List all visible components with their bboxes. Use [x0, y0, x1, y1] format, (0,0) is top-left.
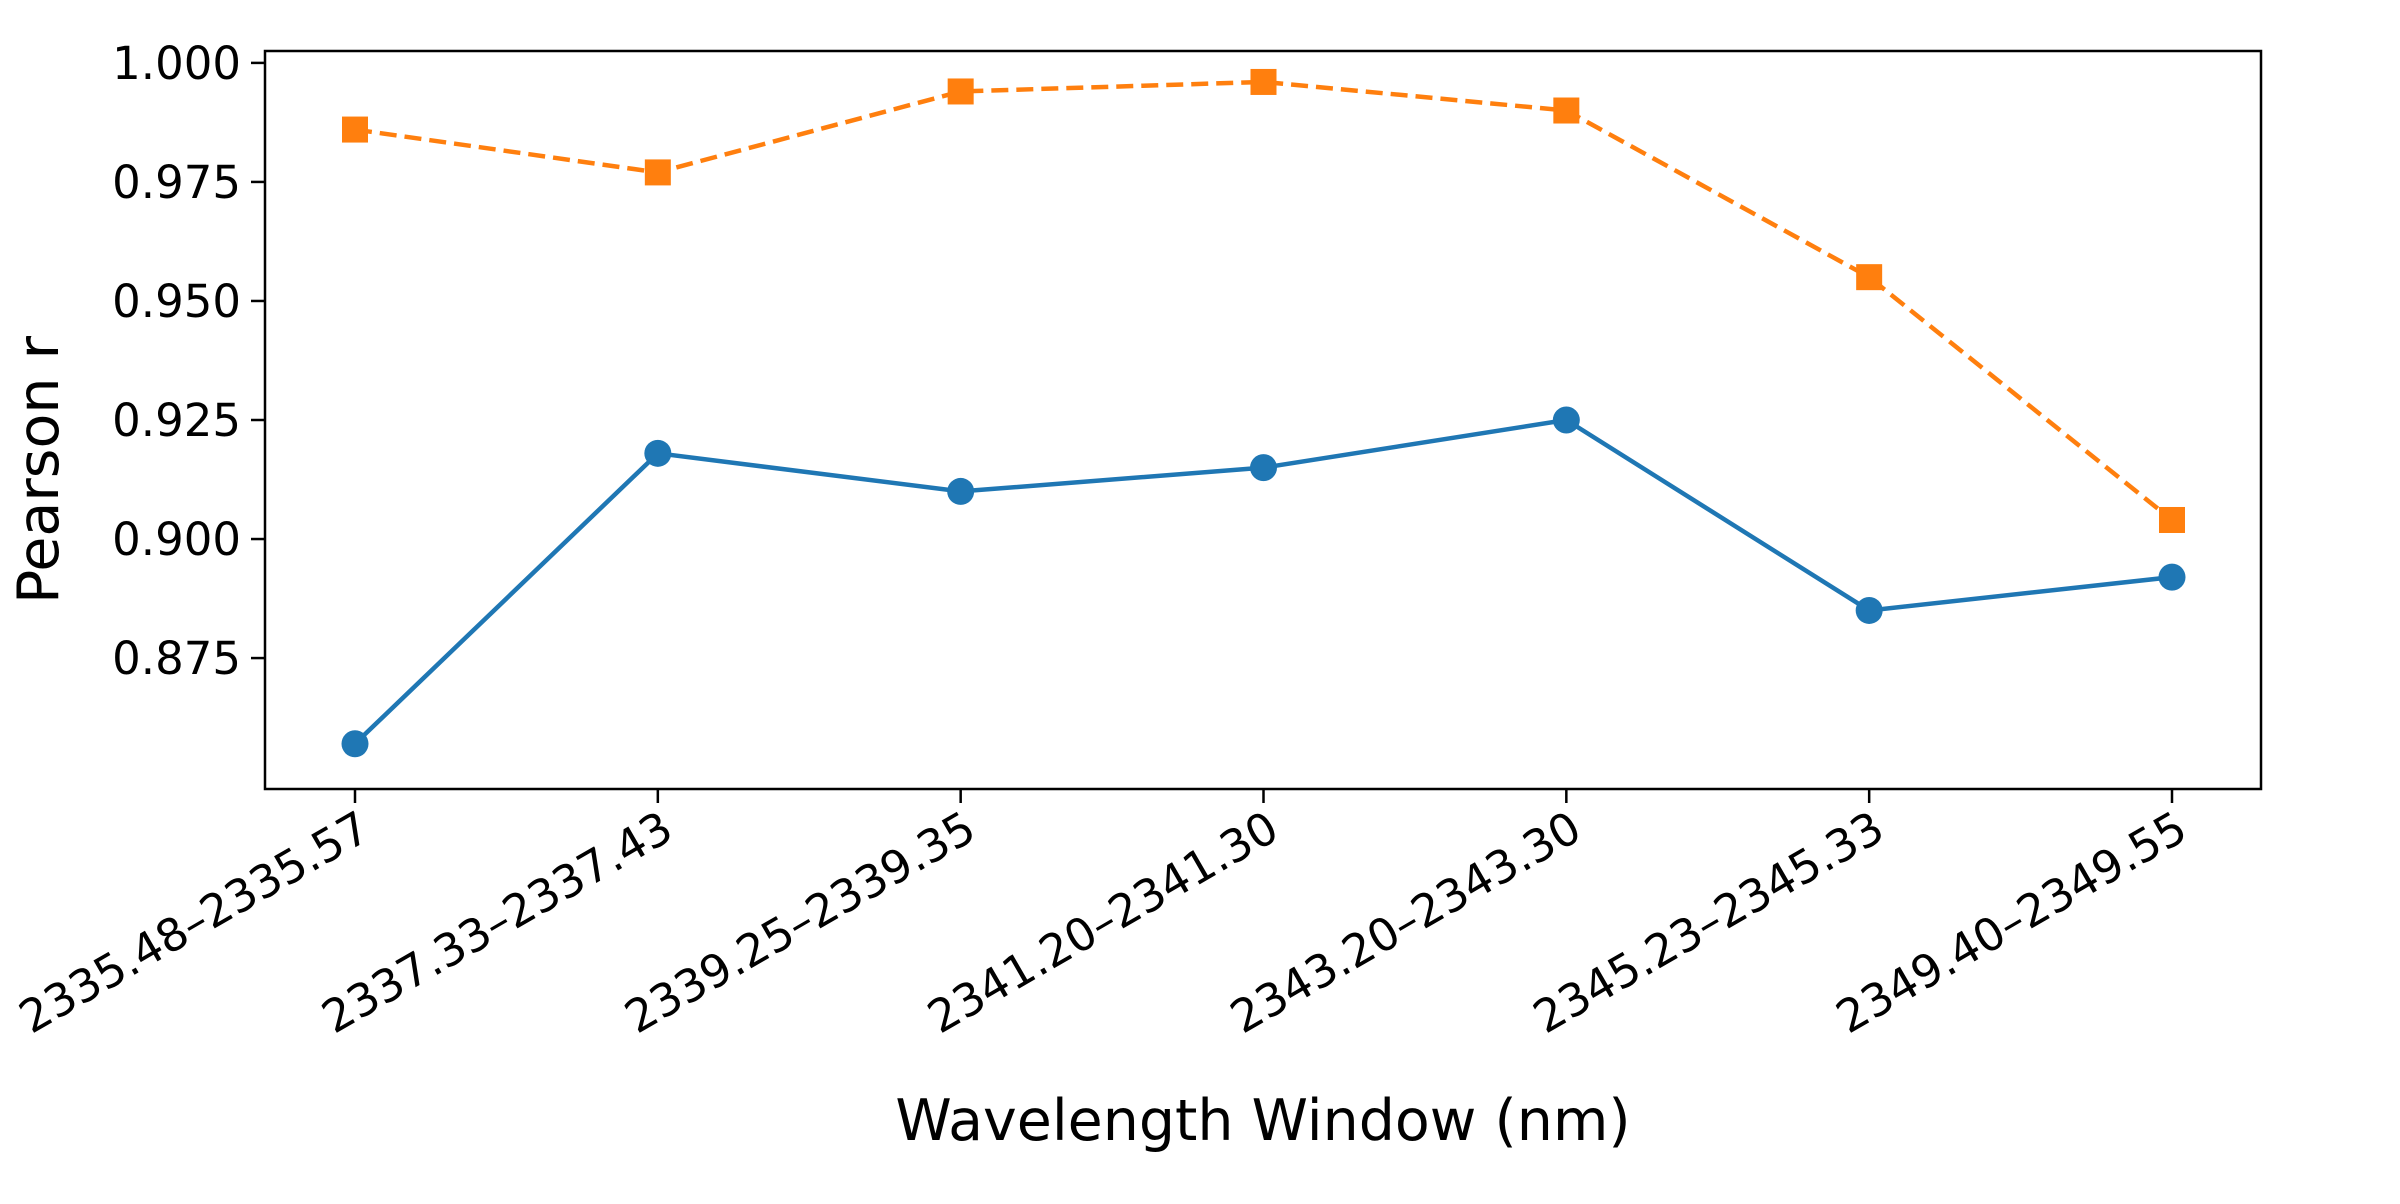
data-point-square — [644, 159, 671, 186]
y-tick-label: 1.000 — [112, 37, 241, 90]
y-tick-label: 0.975 — [112, 156, 241, 209]
data-point-circle — [1855, 596, 1883, 624]
data-point-circle — [1552, 406, 1580, 434]
data-point-square — [1250, 68, 1277, 95]
data-point-square — [1553, 97, 1580, 124]
plot-frame — [263, 49, 2263, 791]
x-axis: 2335.48–2335.572337.33–2337.432339.25–23… — [10, 789, 2196, 1044]
data-point-circle — [644, 439, 672, 467]
y-tick-label: 0.950 — [112, 275, 241, 328]
x-axis-label: Wavelength Window (nm) — [895, 1088, 1630, 1154]
data-point-circle — [947, 477, 975, 505]
y-tick-label: 0.900 — [112, 513, 241, 566]
data-point-circle — [2158, 563, 2186, 591]
y-axis: 0.875 0.900 0.925 0.950 0.975 1.000 — [112, 37, 265, 685]
data-point-square — [2159, 506, 2185, 533]
y-tick-label: 0.875 — [112, 632, 241, 685]
y-tick-label: 0.925 — [112, 394, 241, 447]
plot-series — [341, 68, 2186, 758]
data-point-circle — [341, 730, 369, 758]
data-point-circle — [1250, 454, 1277, 482]
data-point-square — [1856, 264, 1883, 291]
y-axis-label: Pearson r — [6, 335, 72, 604]
data-point-square — [342, 116, 368, 143]
data-point-square — [947, 78, 974, 105]
